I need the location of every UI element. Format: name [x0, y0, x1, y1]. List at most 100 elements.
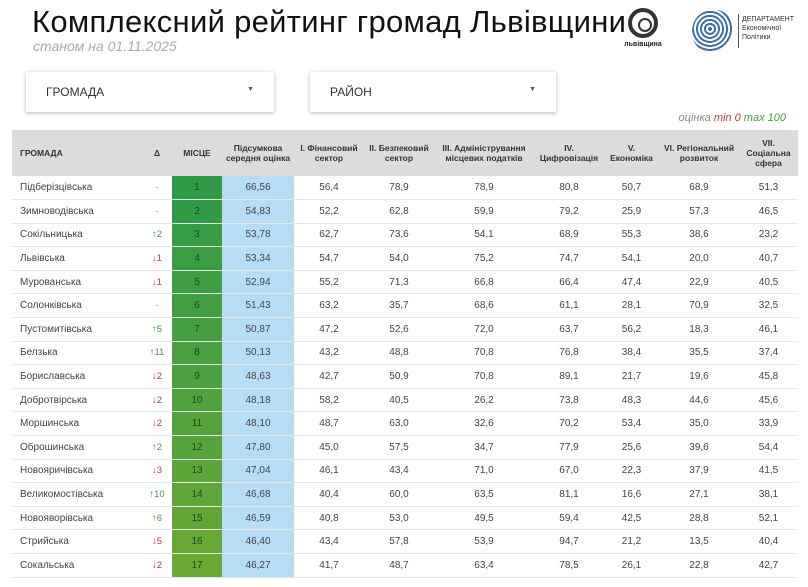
hromada-name: Белзька	[12, 341, 142, 366]
social-score: 45,8	[739, 364, 798, 389]
column-header[interactable]: III. Адміністрування місцевих податків	[434, 130, 534, 176]
tax-admin-score: 68,6	[434, 293, 534, 319]
table-row[interactable]: Новояричівська ↓3 13 47,04 46,1 43,4 71,0 67,0 2…	[12, 459, 798, 484]
column-header[interactable]: Підсумкова середня оцінка	[222, 130, 294, 176]
economy-score: 48,3	[604, 388, 659, 413]
rank-change: ↓1	[142, 270, 172, 295]
table-row[interactable]: Зимноводівська -2 54,83 52,2 62,8 59,9 79,2 25,…	[12, 199, 798, 224]
table-row[interactable]: Оброшинська ↑2 12 47,80 45,0 57,5 34,7 77,9 25,6…	[12, 435, 798, 460]
table-row[interactable]: Солонківська -6 51,43 63,2 35,7 68,6 61,1 28,1 7…	[12, 293, 798, 319]
social-score: 46,5	[739, 199, 798, 224]
regional-score: 19,6	[659, 364, 739, 389]
final-score: 48,10	[222, 411, 294, 437]
column-header[interactable]: МІСЦЕ	[172, 130, 222, 176]
final-score: 50,87	[222, 317, 294, 342]
column-header[interactable]: I. Фінансовий сектор	[294, 130, 364, 176]
rank-change: ↓2	[142, 364, 172, 389]
digitalization-score: 81,1	[534, 482, 604, 507]
hromada-name: Солонківська	[12, 293, 142, 319]
final-score: 48,63	[222, 364, 294, 389]
rank-change: ↑5	[142, 317, 172, 342]
digitalization-score: 76,8	[534, 341, 604, 366]
dropdown-arrow-icon: ▼	[247, 86, 254, 93]
hromada-name: Стрийська	[12, 529, 142, 554]
table-row[interactable]: Сокальська ↓2 17 46,27 41,7 48,7 63,4 78,5 26,1 2…	[12, 553, 798, 578]
column-header[interactable]: VI. Регіональний розвиток	[659, 130, 739, 176]
table-row[interactable]: Стрийська ↓5 16 46,40 43,4 57,8 53,9 94,7 21,2 13…	[12, 529, 798, 554]
column-header[interactable]: ГРОМАДА	[12, 130, 142, 176]
table-row[interactable]: Мурованська ↓1 5 52,94 55,2 71,3 66,8 66,4 47,4 2…	[12, 270, 798, 295]
dropdown-label: ГРОМАДА	[46, 85, 105, 99]
regional-score: 13,5	[659, 529, 739, 554]
final-score: 46,68	[222, 482, 294, 507]
final-score: 47,04	[222, 459, 294, 484]
table-row[interactable]: Підберізцівська -1 66,56 56,4 78,9 78,9 80,8 50…	[12, 176, 798, 201]
hromada-name: Новояричівська	[12, 459, 142, 484]
rank-change: ↑11	[142, 341, 172, 366]
security-score: 50,9	[364, 364, 434, 389]
column-header[interactable]: V. Економіка	[604, 130, 659, 176]
date-subtitle: станом на 01.11.2025	[33, 38, 177, 54]
column-header[interactable]: II. Безпековий сектор	[364, 130, 434, 176]
table-row[interactable]: Новояворівська ↑6 15 46,59 40,8 53,0 49,5 59,4 4…	[12, 506, 798, 531]
table-row[interactable]: Сокільницька ↑2 3 53,78 62,7 73,6 54,1 68,9 55,3…	[12, 223, 798, 248]
tax-admin-score: 32,6	[434, 411, 534, 437]
dropdown-arrow-icon: ▼	[529, 86, 536, 93]
table-row[interactable]: Белзька ↑11 8 50,13 43,2 48,8 70,8 76,8 38,4 35,5…	[12, 341, 798, 366]
column-header[interactable]: Δ	[142, 130, 172, 176]
place: 6	[172, 293, 222, 319]
economy-score: 47,4	[604, 270, 659, 295]
digitalization-score: 89,1	[534, 364, 604, 389]
hromada-name: Новояворівська	[12, 506, 142, 531]
digitalization-score: 94,7	[534, 529, 604, 554]
regional-score: 22,8	[659, 553, 739, 578]
rank-change: -	[142, 199, 172, 224]
hromada-name: Мурованська	[12, 270, 142, 295]
digitalization-score: 63,7	[534, 317, 604, 342]
financial-score: 40,8	[294, 506, 364, 531]
hromada-name: Добротвірська	[12, 388, 142, 413]
column-header[interactable]: IV. Цифровізація	[534, 130, 604, 176]
table-row[interactable]: Моршинська ↓2 11 48,10 48,7 63,0 32,6 70,2 53,4 3…	[12, 411, 798, 437]
place: 2	[172, 199, 222, 224]
tax-admin-score: 49,5	[434, 506, 534, 531]
social-score: 52,1	[739, 506, 798, 531]
final-score: 46,59	[222, 506, 294, 531]
digitalization-score: 79,2	[534, 199, 604, 224]
final-score: 50,13	[222, 341, 294, 366]
final-score: 53,34	[222, 246, 294, 271]
table-row[interactable]: Львівська ↓1 4 53,34 54,7 54,0 75,2 74,7 54,1 20,…	[12, 246, 798, 271]
social-score: 38,1	[739, 482, 798, 507]
digitalization-score: 68,9	[534, 223, 604, 248]
hromada-name: Оброшинська	[12, 435, 142, 460]
table-row[interactable]: Великомостівська ↑10 14 46,68 40,4 60,0 63,5 81…	[12, 482, 798, 507]
hromada-filter-dropdown[interactable]: ГРОМАДА ▼	[26, 72, 274, 112]
security-score: 35,7	[364, 293, 434, 319]
financial-score: 56,4	[294, 176, 364, 201]
social-score: 45,6	[739, 388, 798, 413]
financial-score: 63,2	[294, 293, 364, 319]
economy-score: 16,6	[604, 482, 659, 507]
column-header[interactable]: VII. Соціальна сфера	[739, 130, 798, 176]
table-row[interactable]: Добротвірська ↓2 10 48,18 58,2 40,5 26,2 73,8 48…	[12, 388, 798, 413]
social-score: 54,4	[739, 435, 798, 460]
final-score: 66,56	[222, 176, 294, 201]
hromada-name: Сокільницька	[12, 223, 142, 248]
regional-score: 68,9	[659, 176, 739, 201]
tax-admin-score: 66,8	[434, 270, 534, 295]
rank-change: ↓3	[142, 459, 172, 484]
table-row[interactable]: Бориславська ↓2 9 48,63 42,7 50,9 70,8 89,1 21,7…	[12, 364, 798, 389]
ranking-table: ГРОМАДА Δ МІСЦЕ Підсумкова середня оцінка I.…	[12, 130, 798, 578]
place: 5	[172, 270, 222, 295]
final-score: 48,18	[222, 388, 294, 413]
district-filter-dropdown[interactable]: РАЙОН ▼	[310, 72, 556, 112]
tax-admin-score: 75,2	[434, 246, 534, 271]
economy-score: 56,2	[604, 317, 659, 342]
regional-score: 35,5	[659, 341, 739, 366]
digitalization-score: 66,4	[534, 270, 604, 295]
hromada-name: Пустомитівська	[12, 317, 142, 342]
place: 13	[172, 459, 222, 484]
place: 3	[172, 223, 222, 248]
table-row[interactable]: Пустомитівська ↑5 7 50,87 47,2 52,6 72,0 63,7 56…	[12, 317, 798, 342]
financial-score: 47,2	[294, 317, 364, 342]
